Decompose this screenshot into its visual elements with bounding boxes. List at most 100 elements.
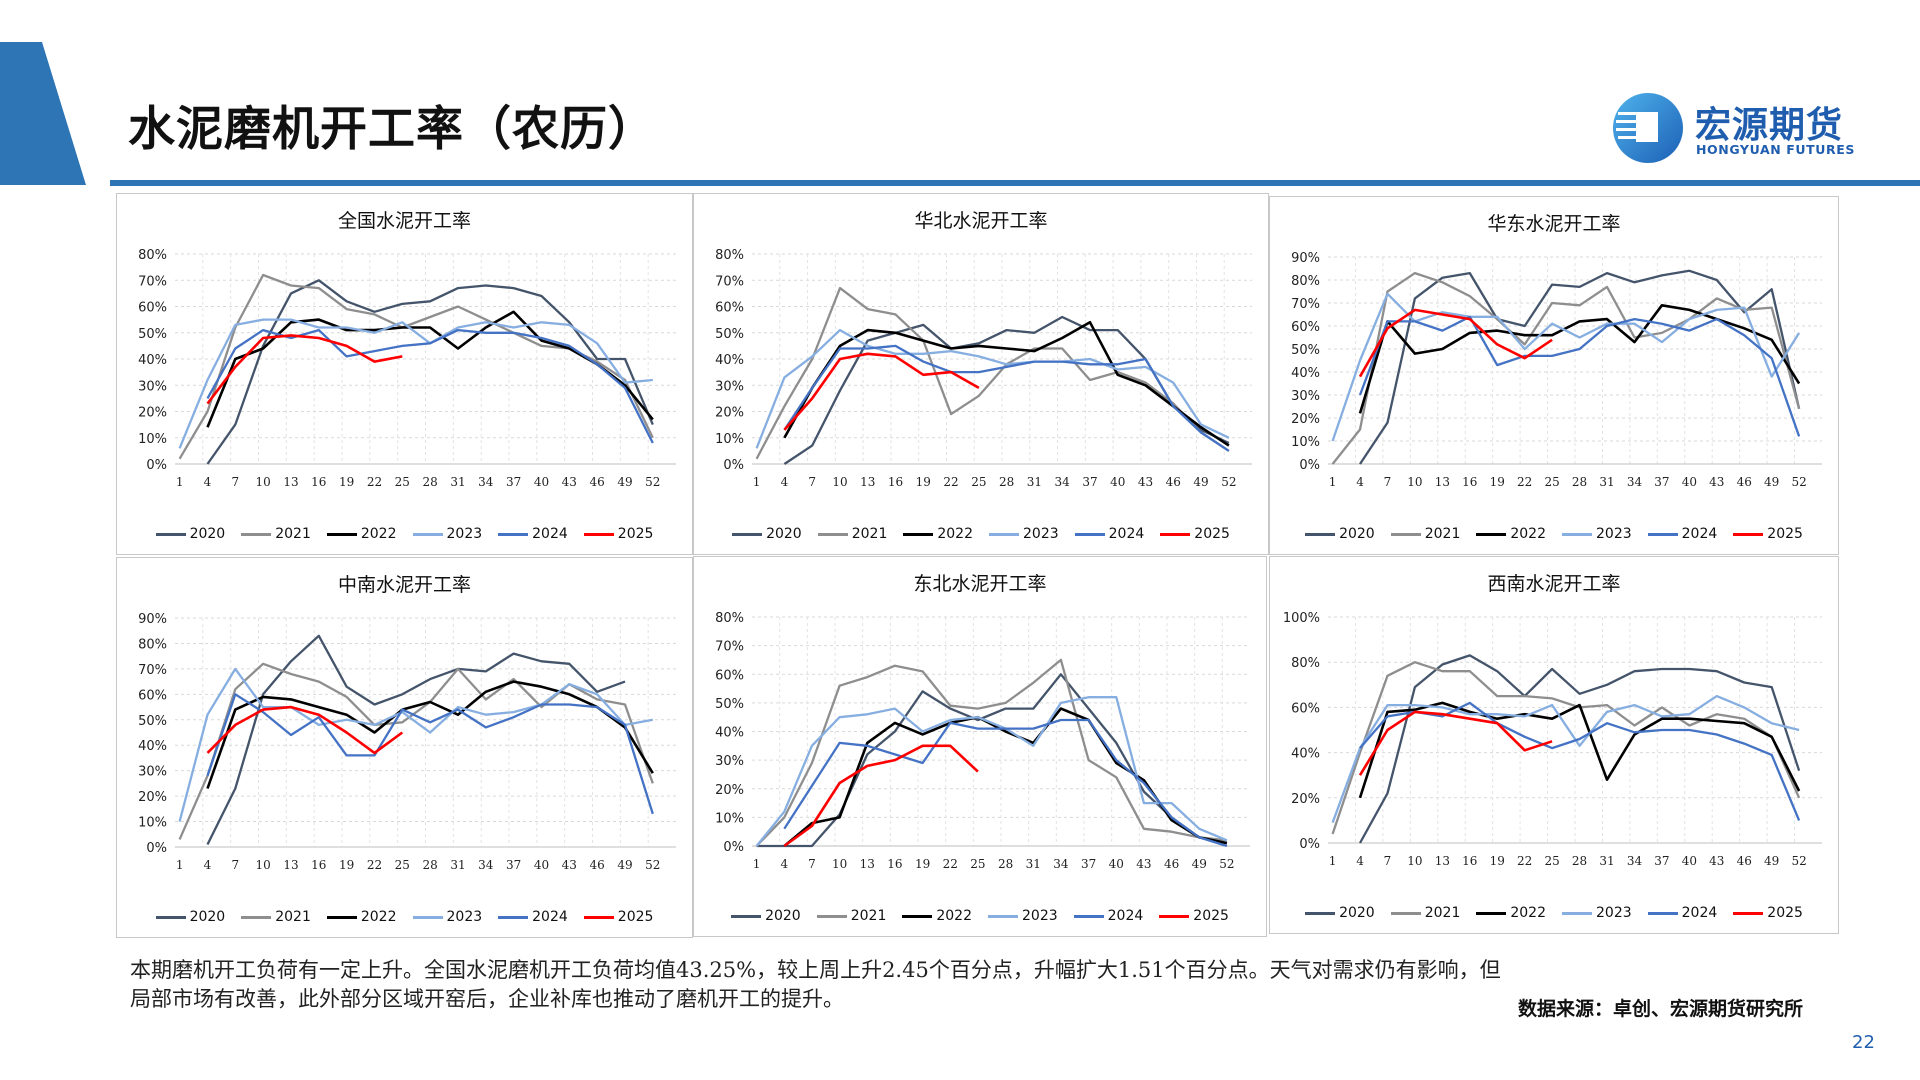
x-tick-label: 13 xyxy=(860,475,875,489)
y-tick-label: 100% xyxy=(1283,611,1320,626)
chart-legend: 2020 2021 2022 2023 2024 2025 xyxy=(1270,526,1838,542)
legend-swatch xyxy=(1733,532,1764,536)
y-tick-label: 70% xyxy=(138,663,167,678)
x-tick-label: 1 xyxy=(176,858,184,872)
y-tick-label: 0% xyxy=(1299,458,1320,473)
x-tick-label: 16 xyxy=(311,858,326,872)
y-tick-label: 80% xyxy=(715,248,744,263)
series-line-2020 xyxy=(756,673,1228,848)
chart-northeast: 东北水泥开工率 0% 10% 20% 30% 40% 50% 60% 70% 80% 1 4 7 10 13… xyxy=(693,556,1267,937)
header-accent-shape xyxy=(0,42,86,185)
legend-label: 2025 xyxy=(617,909,654,925)
x-tick-label: 52 xyxy=(645,858,660,872)
y-tick-label: 60% xyxy=(138,688,167,703)
series-line-2021 xyxy=(1331,271,1801,465)
y-tick-label: 30% xyxy=(715,379,744,394)
chart-title: 全国水泥开工率 xyxy=(337,210,471,232)
series-line-2025 xyxy=(1358,710,1553,776)
legend-item-2020: 2020 xyxy=(731,908,801,924)
chart-legend: 2020 2021 2022 2023 2024 2025 xyxy=(1270,905,1838,921)
y-tick-label: 80% xyxy=(138,637,167,652)
chart-legend: 2020 2021 2022 2023 2024 2025 xyxy=(694,908,1266,924)
x-tick-label: 1 xyxy=(1329,475,1337,489)
legend-label: 2023 xyxy=(1023,526,1059,542)
chart-plot: 0% 10% 20% 30% 40% 50% 60% 70% 80% 1 4 7 10 13 16 19 22 2… xyxy=(715,611,1250,871)
x-tick-label: 7 xyxy=(1384,475,1392,489)
series-line-2022 xyxy=(783,321,1230,447)
y-tick-label: 0% xyxy=(146,458,167,473)
legend-swatch xyxy=(731,914,762,918)
x-tick-label: 49 xyxy=(1764,854,1779,868)
legend-label: 2021 xyxy=(851,526,888,542)
chart-title: 华东水泥开工率 xyxy=(1487,213,1621,235)
x-tick-label: 34 xyxy=(478,858,494,872)
series-line-2025 xyxy=(206,334,403,405)
y-tick-label: 40% xyxy=(138,739,167,754)
series-line-2023 xyxy=(1331,292,1801,442)
legend-item-2023: 2023 xyxy=(412,909,482,925)
legend-swatch xyxy=(1647,911,1678,915)
chart-north: 华北水泥开工率 0% 10% 20% 30% 40% 50% 60% 70% 80% 1 4 7 10 13… xyxy=(693,193,1269,555)
x-tick-label: 13 xyxy=(1435,475,1450,489)
legend-swatch xyxy=(326,915,357,919)
y-tick-label: 20% xyxy=(715,406,744,421)
legend-item-2020: 2020 xyxy=(1305,526,1375,542)
legend-swatch xyxy=(988,914,1018,918)
legend-label: 2023 xyxy=(1022,908,1058,924)
x-tick-label: 46 xyxy=(1737,854,1752,868)
x-tick-label: 25 xyxy=(395,475,410,489)
x-tick-label: 16 xyxy=(311,475,326,489)
y-tick-label: 20% xyxy=(715,783,744,798)
x-tick-label: 4 xyxy=(1356,475,1364,489)
x-tick-label: 13 xyxy=(860,857,875,871)
legend-item-2021: 2021 xyxy=(1390,526,1460,542)
legend-swatch xyxy=(241,532,272,536)
legend-swatch xyxy=(1305,911,1336,915)
legend-item-2024: 2024 xyxy=(1073,908,1144,924)
legend-swatch xyxy=(155,532,186,536)
x-tick-label: 16 xyxy=(888,475,903,489)
legend-label: 2025 xyxy=(1193,908,1229,924)
x-tick-label: 13 xyxy=(283,475,298,489)
series-line-2024 xyxy=(1358,315,1801,437)
legend-label: 2024 xyxy=(1107,908,1144,924)
x-tick-label: 1 xyxy=(753,475,761,489)
y-tick-label: 60% xyxy=(715,668,744,683)
y-tick-label: 50% xyxy=(138,327,167,342)
y-tick-label: 30% xyxy=(138,765,167,780)
y-tick-label: 50% xyxy=(1291,343,1320,358)
series-line-2020 xyxy=(206,279,654,465)
x-tick-label: 19 xyxy=(915,857,930,871)
x-tick-label: 25 xyxy=(970,857,985,871)
company-logo: 宏源期货 HONGYUAN FUTURES xyxy=(1610,90,1910,165)
legend-item-2024: 2024 xyxy=(1647,905,1717,921)
legend-swatch xyxy=(1159,914,1190,918)
legend-swatch xyxy=(1305,532,1336,536)
legend-label: 2020 xyxy=(766,526,802,542)
legend-swatch xyxy=(817,532,848,536)
legend-swatch xyxy=(241,915,272,919)
x-tick-label: 37 xyxy=(506,858,521,872)
x-tick-label: 10 xyxy=(1407,854,1422,868)
series-line-2020 xyxy=(1359,269,1801,465)
legend-item-2024: 2024 xyxy=(1074,526,1144,542)
x-tick-label: 25 xyxy=(1544,854,1559,868)
x-tick-label: 1 xyxy=(753,857,761,871)
legend-label: 2025 xyxy=(1767,526,1803,542)
x-tick-label: 28 xyxy=(422,858,437,872)
y-tick-label: 80% xyxy=(715,611,744,626)
legend-swatch xyxy=(1073,914,1104,918)
legend-label: 2024 xyxy=(1681,526,1718,542)
legend-item-2021: 2021 xyxy=(1390,905,1460,921)
x-tick-label: 52 xyxy=(645,475,660,489)
x-tick-label: 7 xyxy=(1384,854,1392,868)
legend-swatch xyxy=(816,914,847,918)
x-tick-label: 43 xyxy=(1709,854,1724,868)
y-tick-label: 60% xyxy=(715,301,744,316)
legend-item-2020: 2020 xyxy=(155,909,225,925)
y-tick-label: 60% xyxy=(1291,701,1320,716)
legend-swatch xyxy=(1562,911,1592,915)
legend-item-2022: 2022 xyxy=(326,526,397,542)
legend-item-2024: 2024 xyxy=(1647,526,1718,542)
y-tick-label: 40% xyxy=(1291,747,1320,762)
